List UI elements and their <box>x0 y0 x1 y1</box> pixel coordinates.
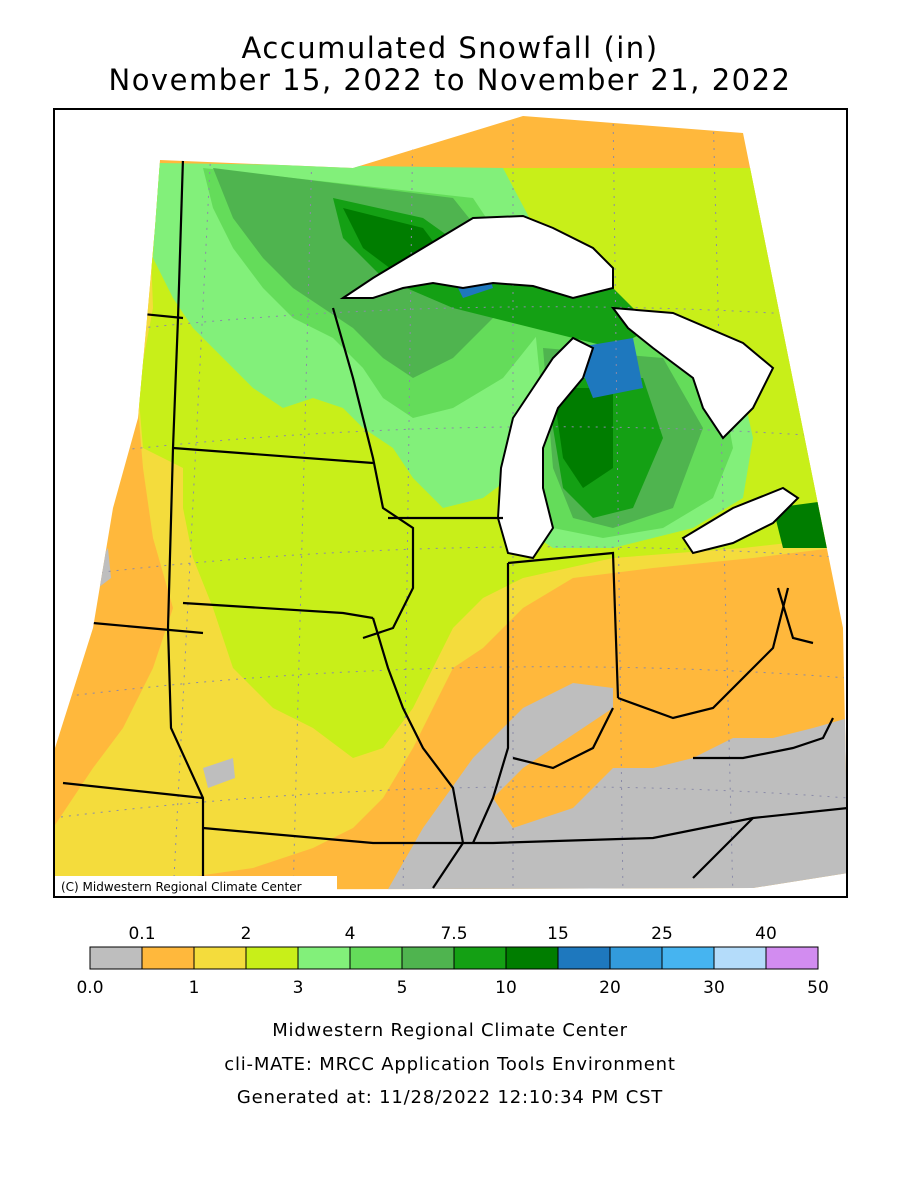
legend-bottom-label: 20 <box>599 978 621 998</box>
map-credit: (C) Midwestern Regional Climate Center <box>61 880 302 894</box>
legend-bottom-labels: 0.0 1 3 5 10 20 30 50 <box>76 978 828 998</box>
footer-tool: cli-MATE: MRCC Application Tools Environ… <box>224 1054 676 1075</box>
legend-swatch <box>141 946 195 970</box>
legend-top-label: 25 <box>651 924 673 944</box>
legend-swatch <box>453 946 507 970</box>
legend-top-label: 4 <box>345 924 356 944</box>
legend-bottom-label: 3 <box>293 978 304 998</box>
great-lakes <box>339 214 800 560</box>
legend-swatch <box>505 946 559 970</box>
lake-huron <box>610 306 775 440</box>
legend-top-label: 15 <box>547 924 569 944</box>
legend-swatch <box>557 946 611 970</box>
legend-bottom-label: 10 <box>495 978 517 998</box>
map-border <box>53 108 848 898</box>
map-subtitle: November 15, 2022 to November 21, 2022 <box>108 63 792 97</box>
legend-top-label: 2 <box>241 924 252 944</box>
legend-swatch <box>193 946 247 970</box>
footer-generated: Generated at: 11/28/2022 12:10:34 PM CST <box>236 1087 664 1108</box>
snowfall-field <box>55 116 848 890</box>
band-0-0.1in-ks <box>203 758 235 788</box>
legend-swatch <box>89 946 143 970</box>
lake-erie <box>681 486 800 555</box>
footer-org: Midwestern Regional Climate Center <box>272 1020 628 1041</box>
legend-swatch <box>245 946 299 970</box>
legend-bottom-label: 0.0 <box>76 978 103 998</box>
legend-top-label: 0.1 <box>128 924 155 944</box>
legend-top-labels: 0.1 2 4 7.5 15 25 40 <box>128 924 776 944</box>
legend-swatch <box>401 946 455 970</box>
lake-michigan <box>496 336 595 560</box>
legend-swatch <box>349 946 403 970</box>
legend-swatch <box>713 946 767 970</box>
legend-bottom-label: 30 <box>703 978 725 998</box>
snowfall-map: (C) Midwestern Regional Climate Center <box>53 108 848 898</box>
legend-top-label: 7.5 <box>440 924 467 944</box>
legend-swatch <box>661 946 715 970</box>
legend: 0.1 2 4 7.5 15 25 40 0.0 1 3 5 10 20 30 50 <box>0 915 900 1005</box>
legend-swatch <box>609 946 663 970</box>
legend-top-label: 40 <box>755 924 777 944</box>
legend-bottom-label: 1 <box>189 978 200 998</box>
state-borders <box>62 157 848 890</box>
map-title: Accumulated Snowfall (in) <box>241 31 659 65</box>
credit-box <box>55 876 337 896</box>
legend-bottom-label: 5 <box>397 978 408 998</box>
legend-swatch <box>297 946 351 970</box>
legend-swatch <box>765 946 819 970</box>
lake-superior <box>339 214 614 300</box>
band-15-20in-mi <box>553 388 613 488</box>
legend-bottom-label: 50 <box>807 978 829 998</box>
legend-swatches <box>89 946 819 970</box>
